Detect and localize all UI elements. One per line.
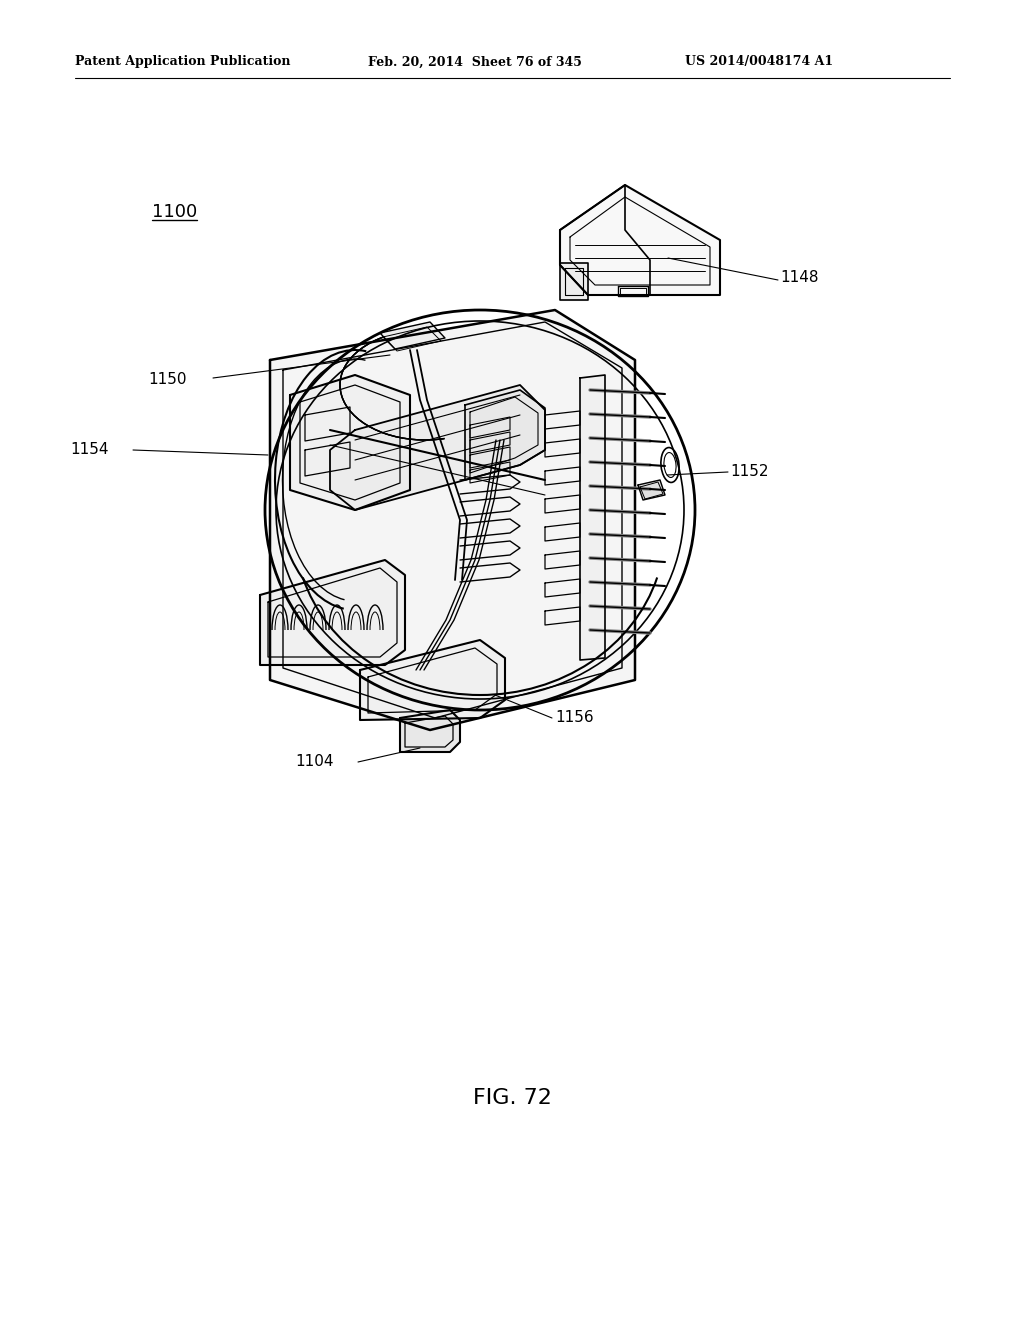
Text: 1104: 1104 (295, 755, 334, 770)
Polygon shape (560, 185, 720, 294)
Text: 1100: 1100 (152, 203, 198, 220)
Polygon shape (290, 375, 410, 510)
Polygon shape (360, 640, 505, 719)
Text: 1154: 1154 (70, 442, 109, 458)
Polygon shape (638, 480, 665, 500)
Text: Patent Application Publication: Patent Application Publication (75, 55, 291, 69)
Polygon shape (400, 710, 460, 752)
Text: 1148: 1148 (780, 271, 818, 285)
Polygon shape (380, 322, 445, 348)
Text: 1152: 1152 (730, 465, 768, 479)
Polygon shape (260, 560, 406, 665)
Text: Feb. 20, 2014  Sheet 76 of 345: Feb. 20, 2014 Sheet 76 of 345 (368, 55, 582, 69)
Text: US 2014/0048174 A1: US 2014/0048174 A1 (685, 55, 834, 69)
Polygon shape (465, 389, 545, 480)
Polygon shape (580, 375, 605, 660)
Polygon shape (270, 310, 635, 730)
Polygon shape (330, 385, 545, 510)
Text: 1150: 1150 (148, 372, 186, 388)
Polygon shape (560, 263, 588, 300)
Text: FIG. 72: FIG. 72 (472, 1088, 552, 1107)
Text: 1156: 1156 (555, 710, 594, 726)
